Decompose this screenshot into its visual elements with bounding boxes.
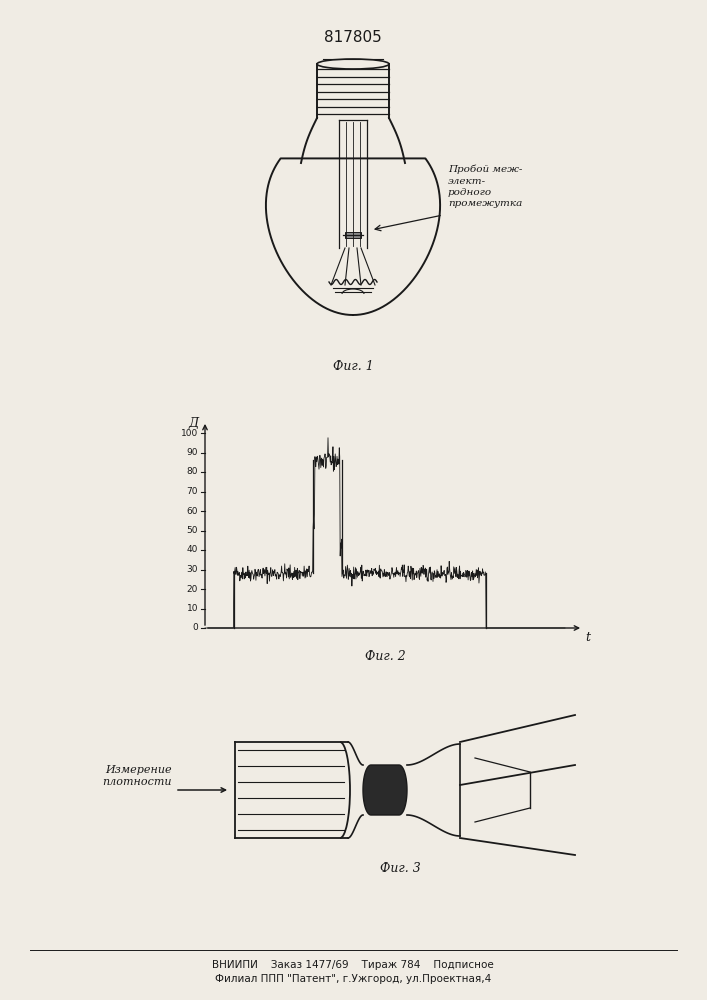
Text: 30: 30	[187, 565, 198, 574]
Text: 0: 0	[192, 624, 198, 633]
Text: Фиг. 3: Фиг. 3	[380, 862, 421, 875]
Text: 50: 50	[187, 526, 198, 535]
Text: 817805: 817805	[324, 30, 382, 45]
Text: Пробой меж-
элект-
родного
промежутка: Пробой меж- элект- родного промежутка	[448, 165, 522, 208]
Polygon shape	[345, 232, 361, 238]
Text: 90: 90	[187, 448, 198, 457]
Text: 10: 10	[187, 604, 198, 613]
Text: Филиал ППП "Патент", г.Ужгород, ул.Проектная,4: Филиал ППП "Патент", г.Ужгород, ул.Проек…	[215, 974, 491, 984]
Text: 60: 60	[187, 506, 198, 516]
Text: 70: 70	[187, 487, 198, 496]
Text: Измерение
плотности: Измерение плотности	[103, 765, 172, 787]
Polygon shape	[363, 765, 407, 815]
Text: t: t	[585, 631, 590, 644]
Text: 20: 20	[187, 584, 198, 593]
Text: 80: 80	[187, 468, 198, 477]
Text: ВНИИПИ    Заказ 1477/69    Тираж 784    Подписное: ВНИИПИ Заказ 1477/69 Тираж 784 Подписное	[212, 960, 494, 970]
Text: Фиг. 1: Фиг. 1	[332, 360, 373, 373]
Text: Д: Д	[189, 417, 199, 430]
Text: 40: 40	[187, 546, 198, 554]
Text: 100: 100	[181, 428, 198, 438]
Text: Фиг. 2: Фиг. 2	[365, 650, 405, 663]
